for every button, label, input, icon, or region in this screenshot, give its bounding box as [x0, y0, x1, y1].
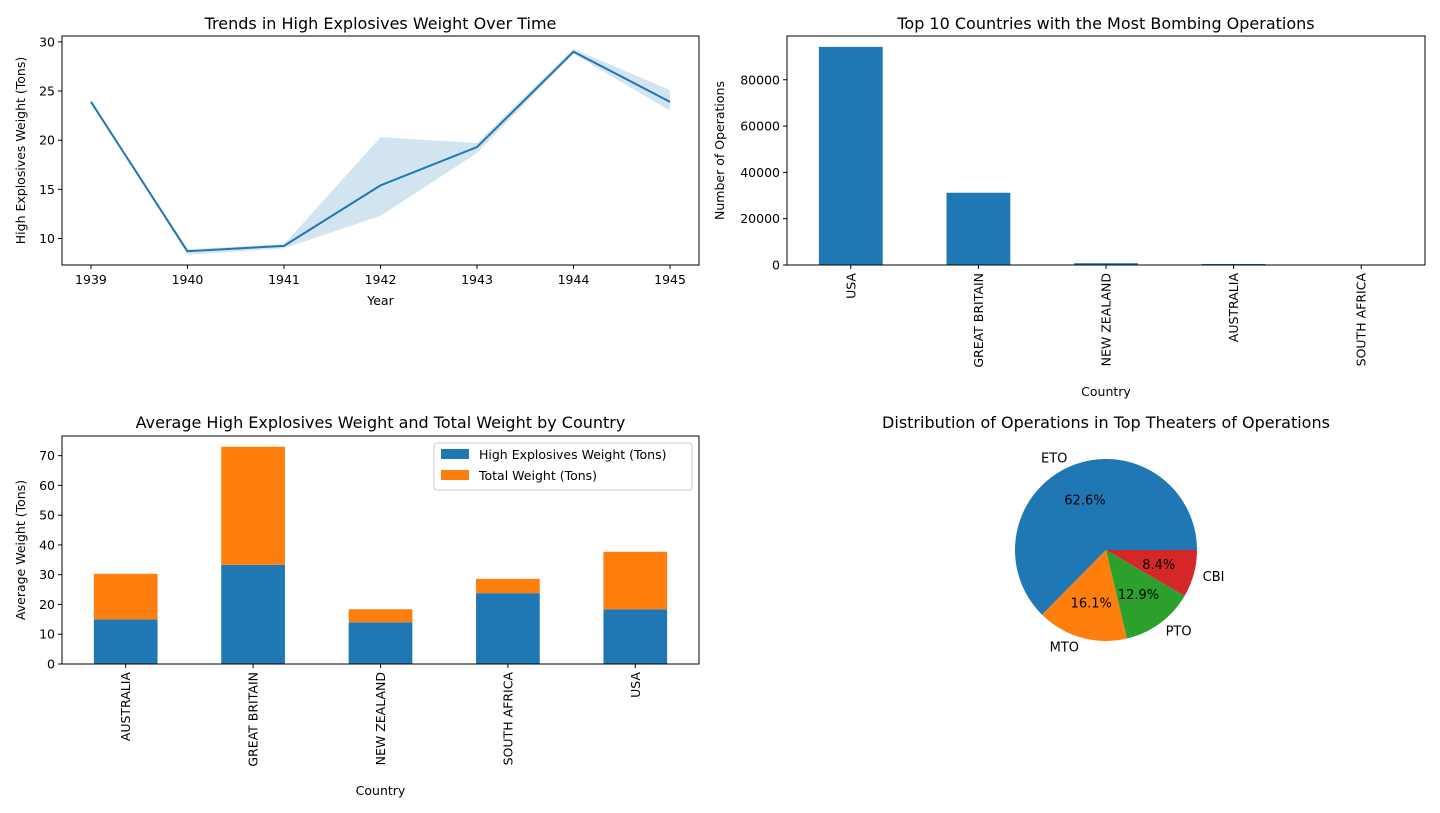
legend-label: Total Weight (Tons)	[478, 468, 597, 483]
bar-segment	[348, 622, 413, 664]
y-axis-label: Average Weight (Tons)	[13, 480, 28, 620]
x-tick-label: 1942	[365, 272, 397, 287]
y-tick-label: 80000	[740, 72, 780, 87]
y-tick-label: 10	[39, 231, 55, 246]
y-tick-label: 60000	[740, 119, 780, 134]
bar-segment	[476, 593, 540, 664]
x-tick-label: 1940	[172, 272, 204, 287]
bar-segment	[476, 578, 540, 594]
pie-percent: 62.6%	[1064, 494, 1105, 509]
chart-title: Average High Explosives Weight and Total…	[136, 413, 626, 432]
y-tick-label: 20	[39, 133, 55, 148]
x-axis-label: Year	[366, 293, 394, 308]
x-tick-label: AUSTRALIA	[118, 672, 133, 742]
bar-segment	[221, 446, 285, 565]
legend: High Explosives Weight (Tons) Total Weigh…	[433, 442, 693, 491]
y-tick-label: 10	[39, 627, 55, 642]
stacked-bar-chart: AUSTRALIA GREAT BRITAIN NEW ZEALAND SOUTH A…	[13, 413, 700, 798]
pie-label: ETO	[1041, 452, 1067, 467]
bar-segment	[221, 564, 285, 664]
chart-title: Distribution of Operations in Top Theate…	[882, 413, 1330, 432]
x-tick-label: 1943	[461, 272, 493, 287]
x-tick-label: GREAT BRITAIN	[246, 672, 261, 767]
pie-slice	[1042, 550, 1127, 641]
pie-slice	[1106, 550, 1185, 639]
pie-label: PTO	[1166, 624, 1192, 639]
y-tick-label: 30	[39, 34, 55, 49]
bar-segment	[603, 551, 668, 610]
pie-percent: 16.1%	[1071, 597, 1112, 612]
x-axis-label: Country	[1081, 384, 1131, 399]
chart-title: Top 10 Countries with the Most Bombing O…	[896, 14, 1314, 33]
chart-title: Trends in High Explosives Weight Over Ti…	[204, 14, 557, 33]
x-tick-label: NEW ZEALAND	[1099, 273, 1114, 366]
y-tick-label: 0	[47, 657, 55, 672]
line-chart: 1939 1940 1941 1942 1943 1944 1945 10 15 20 25 30 Tr…	[13, 14, 700, 308]
x-tick-label: AUSTRALIA	[1226, 273, 1241, 343]
legend-label: High Explosives Weight (Tons)	[479, 447, 666, 462]
bar-segment	[93, 619, 158, 664]
x-tick-label: SOUTH AFRICA	[1354, 273, 1369, 367]
y-tick-label: 25	[39, 84, 55, 99]
pie-slice	[1015, 458, 1197, 615]
x-tick-label: NEW ZEALAND	[373, 672, 388, 765]
x-tick-label: USA	[843, 273, 858, 299]
pie-label: CBI	[1203, 570, 1225, 585]
pie-label: MTO	[1050, 640, 1079, 655]
y-tick-label: 40	[39, 537, 55, 552]
pie-percent: 12.9%	[1118, 588, 1159, 603]
x-tick-label: SOUTH AFRICA	[500, 672, 515, 766]
y-tick-label: 70	[39, 448, 55, 463]
bar	[1074, 263, 1138, 265]
y-tick-label: 30	[39, 567, 55, 582]
y-tick-label: 0	[772, 258, 780, 273]
y-tick-label: 60	[39, 478, 55, 493]
x-tick-label: 1939	[75, 272, 107, 287]
legend-swatch	[441, 449, 469, 459]
x-tick-label: 1944	[558, 272, 590, 287]
x-tick-label: USA	[628, 672, 643, 698]
x-tick-label: 1945	[654, 272, 686, 287]
pie-percent: 8.4%	[1142, 558, 1175, 573]
y-tick-label: 50	[39, 508, 55, 523]
confidence-band	[90, 48, 671, 255]
pie-chart: ETO 62.6% MTO 16.1% PTO 12.9% CBI 8.4% Distribut…	[882, 413, 1330, 655]
bar-segment	[348, 609, 413, 623]
legend-frame	[433, 442, 693, 491]
legend-swatch	[441, 470, 469, 480]
bar-chart: USA GREAT BRITAIN NEW ZEALAND AUSTRALIA SOUT…	[712, 14, 1426, 399]
y-tick-label: 40000	[740, 165, 780, 180]
bar-segment	[93, 573, 158, 620]
pie-slice	[1106, 550, 1197, 596]
bar	[946, 192, 1011, 265]
y-axis-label: Number of Operations	[712, 81, 727, 220]
bar-segment	[603, 609, 668, 664]
y-tick-label: 20000	[740, 211, 780, 226]
bar	[818, 46, 883, 266]
x-axis-label: Country	[356, 783, 406, 798]
y-axis-label: High Explosives Weight (Tons)	[13, 57, 28, 244]
x-tick-label: 1941	[268, 272, 300, 287]
y-tick-label: 20	[39, 597, 55, 612]
x-tick-label: GREAT BRITAIN	[971, 273, 986, 368]
y-tick-label: 15	[39, 182, 55, 197]
